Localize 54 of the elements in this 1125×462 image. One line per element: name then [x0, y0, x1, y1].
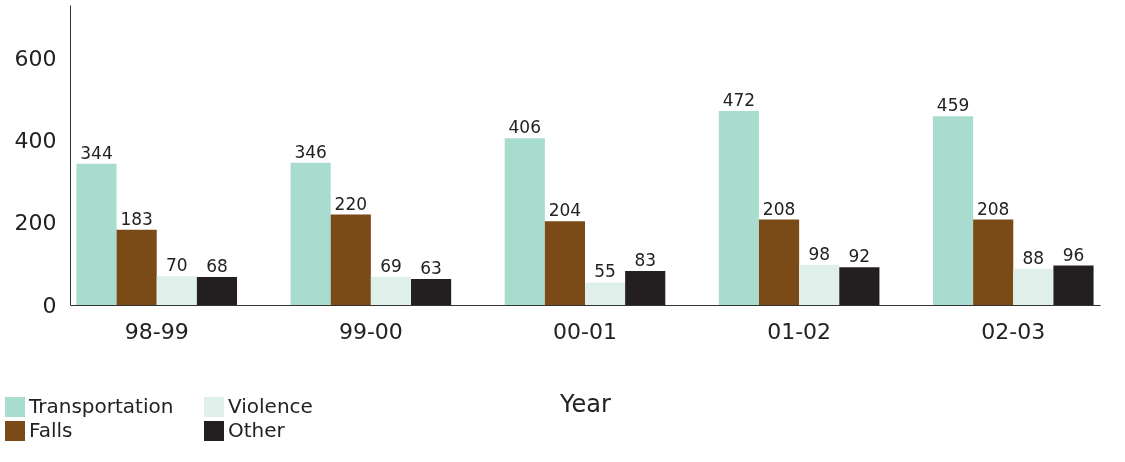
data-label: 70 [165, 255, 188, 276]
bar [585, 282, 626, 305]
data-label: 63 [420, 258, 442, 279]
bar [156, 276, 197, 305]
data-label: 346 [294, 141, 327, 162]
bar [370, 276, 412, 305]
legend-label: Falls [29, 418, 73, 442]
bar [1013, 268, 1054, 305]
y-tick-label: 600 [14, 45, 57, 71]
bar [544, 221, 585, 305]
bar [625, 270, 666, 305]
x-tick-label: 00-01 [553, 318, 617, 344]
bar [839, 267, 880, 305]
bar [799, 264, 840, 305]
x-tick-label: 98-99 [124, 318, 189, 344]
bar [973, 219, 1014, 305]
data-label: 344 [80, 142, 113, 163]
bar [758, 219, 800, 305]
bar [116, 229, 157, 305]
y-tick-label: 200 [14, 210, 57, 236]
x-tick-label: 01-02 [767, 318, 832, 344]
data-label: 68 [206, 256, 228, 277]
bar [932, 116, 974, 305]
legend-label: Violence [228, 394, 313, 418]
y-tick-label: 0 [42, 292, 57, 318]
bar [76, 163, 117, 305]
data-label: 208 [762, 198, 796, 219]
bar [196, 277, 238, 305]
x-tick-label: 02-03 [981, 318, 1046, 344]
data-label: 55 [594, 261, 616, 282]
data-label: 83 [634, 249, 657, 270]
bar [290, 162, 331, 305]
bar [504, 138, 545, 305]
data-label: 406 [508, 117, 541, 138]
data-label: 69 [380, 255, 402, 276]
data-label: 183 [120, 208, 153, 229]
y-tick-label: 400 [14, 128, 57, 154]
bar [718, 111, 759, 305]
data-label: 98 [808, 243, 831, 264]
bar [1053, 265, 1094, 305]
data-label: 96 [1062, 244, 1085, 265]
data-label: 472 [722, 90, 756, 111]
bar [330, 214, 371, 305]
data-label: 92 [848, 246, 871, 267]
x-axis-title: Year [559, 389, 612, 418]
legend-label: Transportation [28, 394, 174, 418]
x-tick-label: 99-00 [338, 318, 403, 344]
data-label: 88 [1022, 247, 1045, 268]
data-label: 208 [976, 198, 1010, 219]
legend-label: Other [228, 418, 286, 442]
bar [411, 279, 452, 305]
data-label: 204 [548, 200, 582, 221]
data-label: 459 [936, 95, 970, 116]
data-label: 220 [334, 193, 368, 214]
